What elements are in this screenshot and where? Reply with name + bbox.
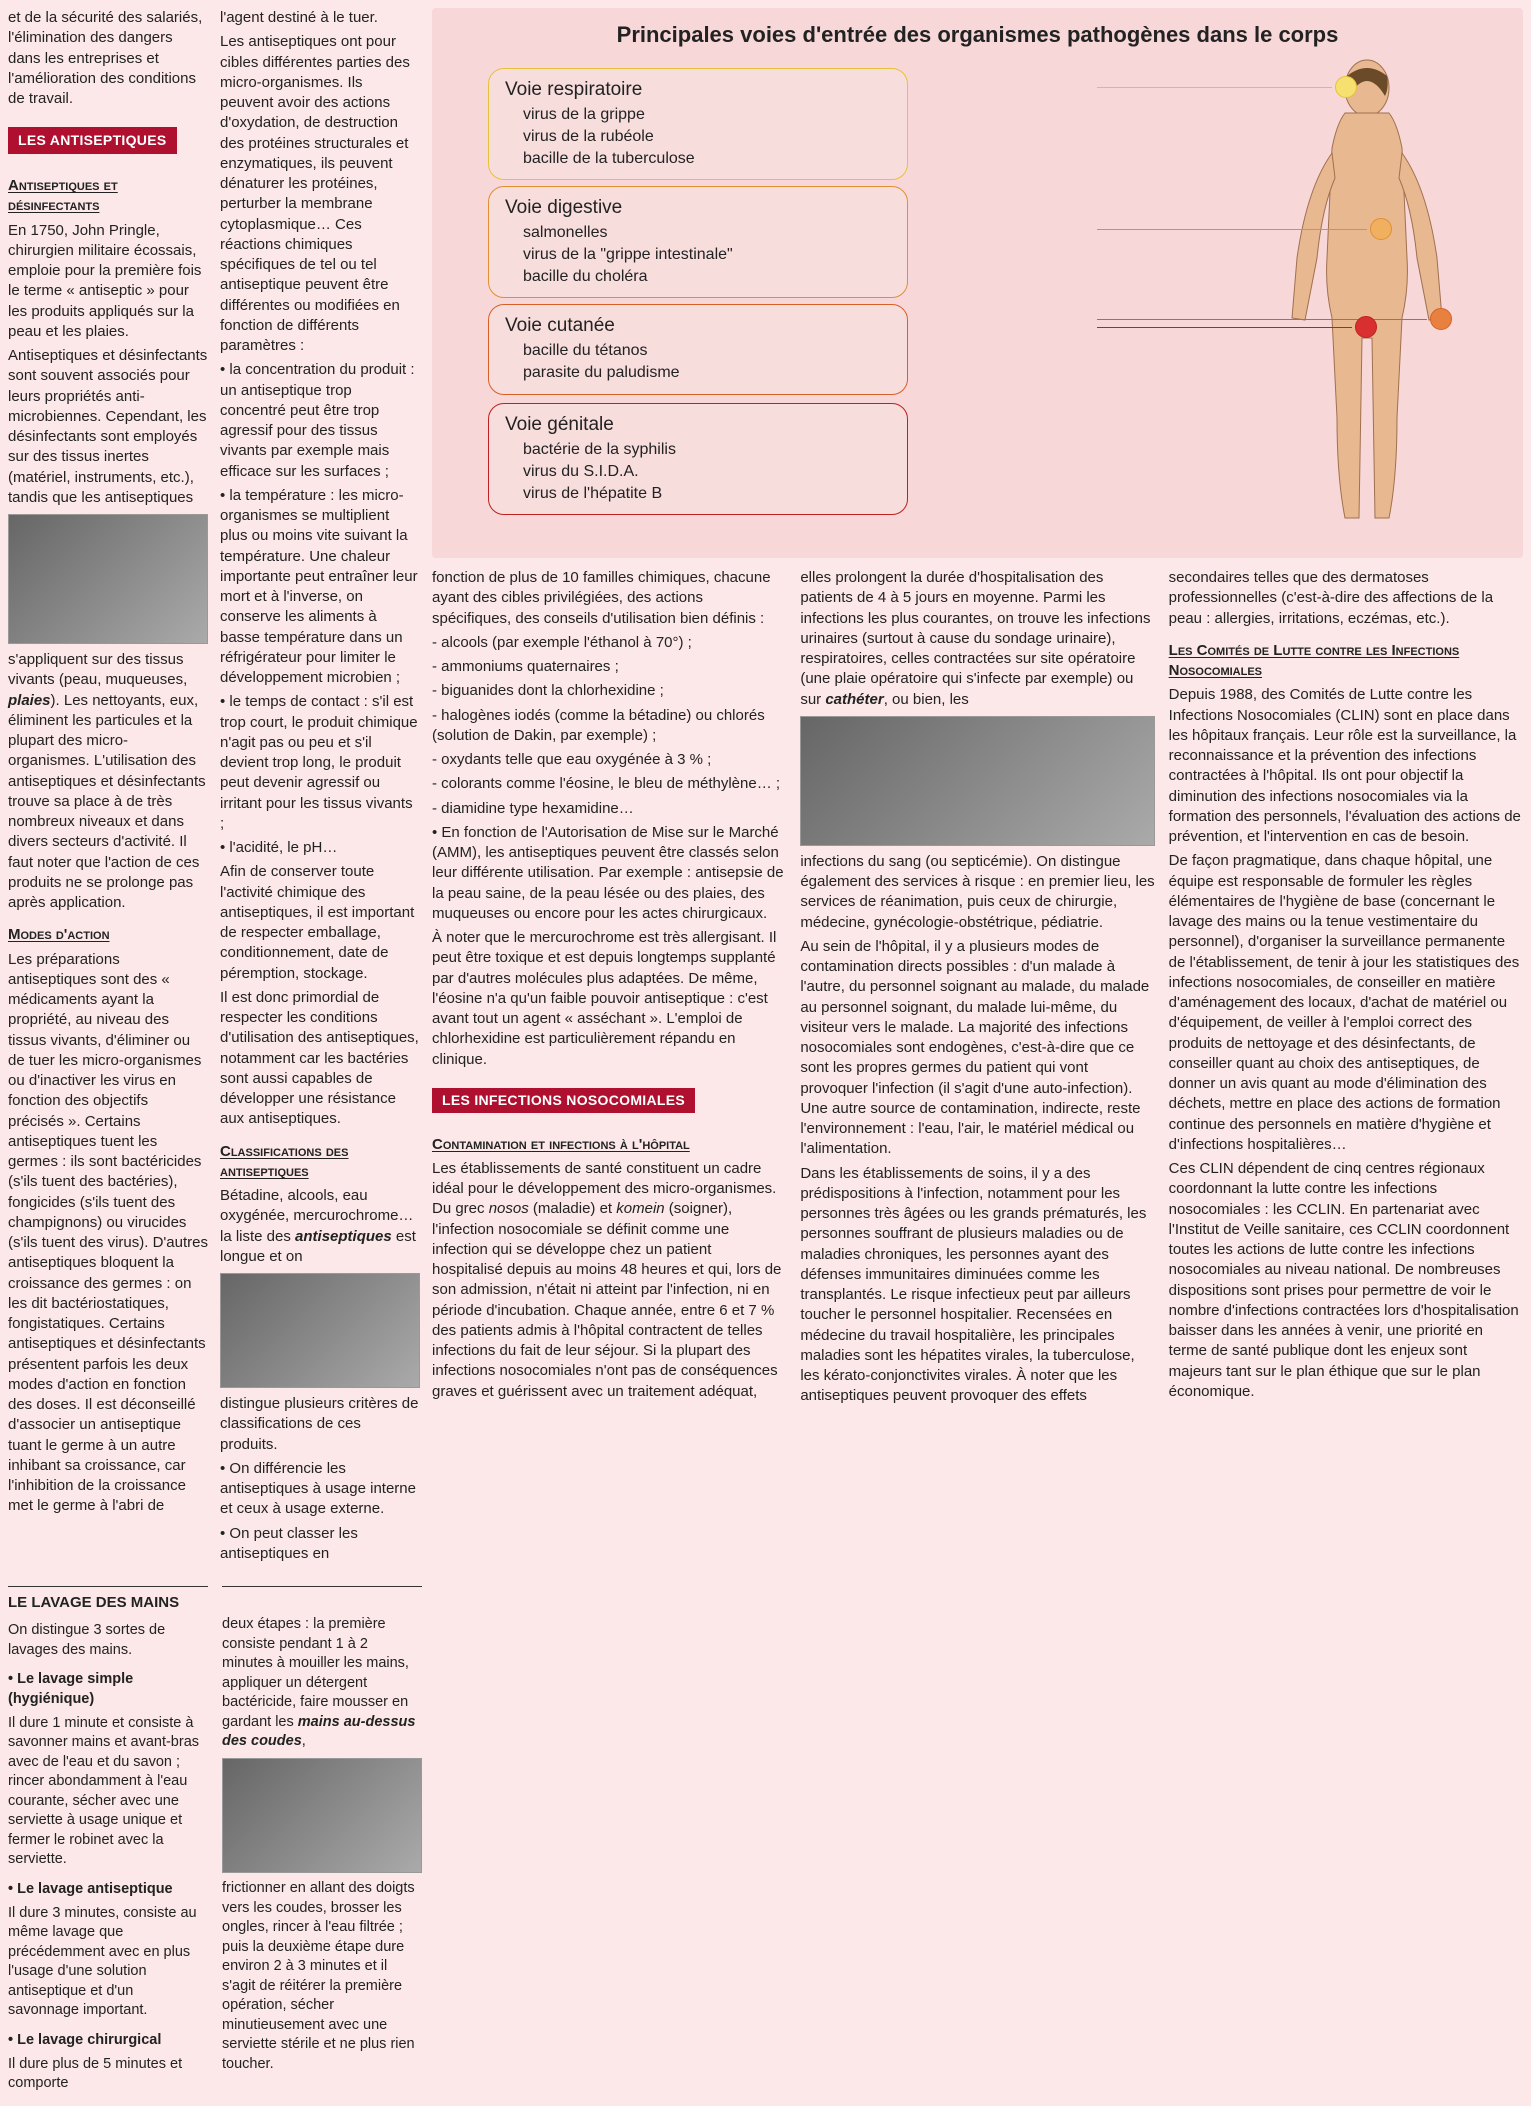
route-item: virus du S.I.D.A. [505, 461, 891, 483]
route-item: bacille du tétanos [505, 340, 891, 362]
handwash-title: LE LAVAGE DES MAINS [8, 1593, 208, 1613]
right-wrap: Principales voies d'entrée des organisme… [432, 8, 1523, 1568]
route-item: bacille du choléra [505, 266, 891, 288]
route-title: Voie génitale [505, 412, 891, 438]
route-item: virus de l'hépatite B [505, 483, 891, 505]
heading-antiseptiques-desinfectants: Antiseptiques et désinfectants [8, 176, 208, 217]
body-text: distingue plusieurs critères de classifi… [220, 1394, 420, 1455]
list-item: - biguanides dont la chlorhexidine ; [432, 681, 786, 701]
entry-point-dot [1335, 76, 1357, 98]
route-title: Voie cutanée [505, 313, 891, 339]
body-text: À noter que le mercurochrome est très al… [432, 928, 786, 1070]
photo-handwashing [222, 1758, 422, 1873]
body-text: En 1750, John Pringle, chirurgien milita… [8, 221, 208, 343]
badge-nosocomiales: LES INFECTIONS NOSOCOMIALES [432, 1088, 695, 1113]
list-item: - colorants comme l'éosine, le bleu de m… [432, 774, 786, 794]
body-text: Il est donc primordial de respecter les … [220, 988, 420, 1130]
route-item: virus de la grippe [505, 104, 891, 126]
route-box: Voie génitalebactérie de la syphilisviru… [488, 403, 908, 515]
body-text: fonction de plus de 10 familles chimique… [432, 568, 786, 629]
body-text: • En fonction de l'Autorisation de Mise … [432, 823, 786, 924]
photo-wound-care [8, 514, 208, 644]
column-5: secondaires telles que des dermatoses pr… [1169, 568, 1523, 1411]
list-item: - ammoniums quaternaires ; [432, 657, 786, 677]
bullet: • la concentration du produit : un antis… [220, 360, 420, 482]
column-1: et de la sécurité des salariés, l'élimin… [8, 8, 208, 1568]
body-text: Ces CLIN dépendent de cinq centres régio… [1169, 1159, 1523, 1402]
route-item: virus de la rubéole [505, 126, 891, 148]
list-item: - halogènes iodés (comme la bétadine) ou… [432, 706, 786, 747]
body-text: Antiseptiques et désinfectants sont souv… [8, 346, 208, 508]
divider [222, 1586, 422, 1587]
route-item: virus de la "grippe intestinale" [505, 244, 891, 266]
route-box: Voie cutanéebacille du tétanosparasite d… [488, 304, 908, 395]
body-text: Au sein de l'hôpital, il y a plusieurs m… [800, 937, 1154, 1160]
list-item: - oxydants telle que eau oxygénée à 3 % … [432, 750, 786, 770]
heading-classifications: Classifications des antiseptiques [220, 1142, 420, 1183]
heading-contamination: Contamination et infections à l'hôpital [432, 1135, 786, 1155]
badge-antiseptiques: LES ANTISEPTIQUES [8, 127, 177, 154]
connector-line [1097, 87, 1332, 88]
human-figure [1267, 58, 1467, 528]
column-3: fonction de plus de 10 familles chimique… [432, 568, 786, 1411]
entry-point-dot [1430, 308, 1452, 330]
body-text: deux étapes : la première consiste penda… [222, 1615, 422, 1752]
route-item: bactérie de la syphilis [505, 439, 891, 461]
body-text: Dans les établissements de soins, il y a… [800, 1164, 1154, 1407]
route-item: salmonelles [505, 222, 891, 244]
body-text: s'appliquent sur des tissus vivants (pea… [8, 650, 208, 913]
body-text: Il dure 1 minute et consiste à savonner … [8, 1714, 208, 1871]
route-title: Voie digestive [505, 195, 891, 221]
body-text: Les établissements de santé constituent … [432, 1159, 786, 1402]
body-text: Il dure 3 minutes, consiste au même lava… [8, 1904, 208, 2021]
bullet: • le temps de contact : s'il est trop co… [220, 692, 420, 834]
body-text: Il dure plus de 5 minutes et comporte [8, 2055, 208, 2094]
bullet-head: • Le lavage simple (hygiénique) [8, 1670, 208, 1709]
body-text: secondaires telles que des dermatoses pr… [1169, 568, 1523, 629]
bullet: • On différencie les antiseptiques à usa… [220, 1459, 420, 1520]
body-text: Bétadine, alcools, eau oxygénée, mercuro… [220, 1186, 420, 1267]
route-box: Voie digestivesalmonellesvirus de la "gr… [488, 186, 908, 298]
infographic-entry-routes: Principales voies d'entrée des organisme… [432, 8, 1523, 558]
route-box: Voie respiratoirevirus de la grippevirus… [488, 68, 908, 180]
route-item: parasite du paludisme [505, 362, 891, 384]
heading-modes-action: Modes d'action [8, 925, 208, 945]
body-text: infections du sang (ou septicémie). On d… [800, 852, 1154, 933]
route-title: Voie respiratoire [505, 77, 891, 103]
entry-point-dot [1355, 316, 1377, 338]
connector-line [1097, 327, 1352, 328]
body-text: De façon pragmatique, dans chaque hôpita… [1169, 851, 1523, 1155]
list-item: - diamidine type hexamidine… [432, 799, 786, 819]
connector-line [1097, 319, 1427, 320]
bullet-head: • Le lavage antiseptique [8, 1880, 208, 1900]
bullet: • la température : les micro-organismes … [220, 486, 420, 689]
heading-clin: Les Comités de Lutte contre les Infectio… [1169, 641, 1523, 682]
intro-text: et de la sécurité des salariés, l'élimin… [8, 8, 208, 109]
route-item: bacille de la tuberculose [505, 148, 891, 170]
body-text: l'agent destiné à le tuer. [220, 8, 420, 28]
body-text: Afin de conserver toute l'activité chimi… [220, 862, 420, 984]
body-text: Les antiseptiques ont pour cibles différ… [220, 32, 420, 356]
column-2: l'agent destiné à le tuer. Les antisepti… [220, 8, 420, 1568]
bullet: • l'acidité, le pH… [220, 838, 420, 858]
list-item: - alcools (par exemple l'éthanol à 70°) … [432, 633, 786, 653]
body-text: elles prolongent la durée d'hospitalisat… [800, 568, 1154, 710]
bullet: • On peut classer les antiseptiques en [220, 1524, 420, 1565]
divider [8, 1586, 208, 1587]
entry-point-dot [1370, 218, 1392, 240]
handwash-inset: LE LAVAGE DES MAINS On distingue 3 sorte… [0, 1576, 1531, 2106]
bullet-head: • Le lavage chirurgical [8, 2031, 208, 2051]
body-text: Les préparations antiseptiques sont des … [8, 950, 208, 1517]
photo-iv-catheter [800, 716, 1154, 846]
body-text: frictionner en allant des doigts vers le… [222, 1879, 422, 2075]
infographic-title: Principales voies d'entrée des organisme… [448, 20, 1507, 50]
photo-antiseptic-bottles [220, 1273, 420, 1388]
body-text: On distingue 3 sortes de lavages des mai… [8, 1621, 208, 1660]
body-text: Depuis 1988, des Comités de Lutte contre… [1169, 685, 1523, 847]
connector-line [1097, 229, 1367, 230]
column-4: elles prolongent la durée d'hospitalisat… [800, 568, 1154, 1411]
